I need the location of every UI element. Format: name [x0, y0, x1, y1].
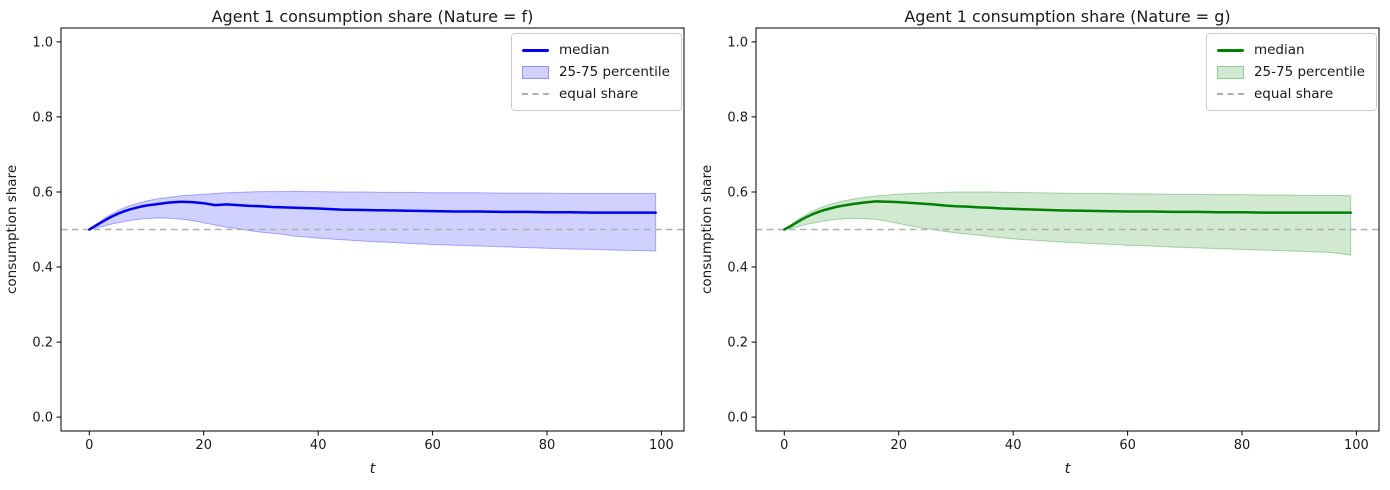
axes-frame [60, 27, 685, 432]
axes [60, 27, 685, 432]
legend: median 25-75 percentile equal share [1205, 33, 1377, 111]
x-tick-label: 60 [1119, 438, 1136, 453]
y-tick-label: 0.8 [32, 110, 53, 125]
y-tick-label: 0.6 [727, 186, 748, 201]
x-tick-label: 80 [539, 438, 556, 453]
percentile-band [784, 191, 1352, 256]
legend: median 25-75 percentile equal share [510, 33, 682, 111]
axes-frame [755, 27, 1380, 432]
legend-label-equal-share: equal share [558, 86, 639, 102]
y-tick-label: 0.4 [32, 261, 53, 276]
legend-label-median: median [558, 42, 610, 58]
x-tick-label: 100 [1344, 438, 1369, 453]
chart-title: Agent 1 consumption share (Nature = f) [211, 7, 534, 26]
legend-label-equal-share: equal share [1253, 86, 1334, 102]
x-tick-label: 100 [649, 438, 674, 453]
equal-share-line-swatch [521, 93, 549, 95]
legend-item-equal-share: equal share [1216, 86, 1365, 102]
chart-nature-f: Agent 1 consumption share (Nature = f) c… [4, 7, 685, 477]
y-tick-label: 0.0 [32, 411, 53, 426]
x-ticks: 0 20 40 60 80 100 [85, 431, 674, 453]
y-ticks: 0.0 0.2 0.4 0.6 0.8 1.0 [727, 35, 756, 426]
x-tick-label: 20 [195, 438, 212, 453]
x-axis-label: t [1064, 461, 1071, 477]
median-line [88, 200, 657, 231]
percentile-band [88, 190, 657, 252]
y-tick-label: 1.0 [727, 35, 748, 50]
plot-area: 0 20 40 60 80 100 0.0 0.2 0.4 0.6 0.8 1.0 [32, 27, 685, 453]
x-tick-label: 20 [890, 438, 907, 453]
y-tick-label: 0.2 [32, 336, 53, 351]
y-tick-label: 0.0 [727, 411, 748, 426]
legend-label-percentile: 25-75 percentile [1253, 64, 1365, 80]
x-axis-label: t [369, 461, 376, 477]
y-ticks: 0.0 0.2 0.4 0.6 0.8 1.0 [32, 35, 61, 426]
legend-item-median: median [1216, 42, 1365, 58]
axes [755, 27, 1380, 432]
legend-item-equal-share: equal share [521, 86, 670, 102]
x-tick-label: 0 [85, 438, 93, 453]
x-tick-label: 40 [1005, 438, 1022, 453]
percentile-band-swatch [521, 65, 549, 79]
chart-nature-g: Agent 1 consumption share (Nature = g) c… [695, 0, 1390, 490]
legend-item-percentile: 25-75 percentile [521, 64, 670, 80]
x-tick-label: 60 [424, 438, 441, 453]
legend-item-median: median [521, 42, 670, 58]
percentile-band-swatch [1216, 65, 1244, 79]
y-tick-label: 0.6 [32, 186, 53, 201]
x-tick-label: 40 [310, 438, 327, 453]
legend-label-median: median [1253, 42, 1305, 58]
x-tick-label: 80 [1234, 438, 1251, 453]
x-ticks: 0 20 40 60 80 100 [780, 431, 1369, 453]
equal-share-line-swatch [1216, 93, 1244, 95]
y-tick-label: 1.0 [32, 35, 53, 50]
plot-area: 0 20 40 60 80 100 0.0 0.2 0.4 0.6 0.8 1.0 [727, 27, 1380, 453]
legend-label-percentile: 25-75 percentile [558, 64, 670, 80]
median-line [783, 200, 1352, 231]
y-tick-label: 0.4 [727, 261, 748, 276]
y-tick-label: 0.8 [727, 110, 748, 125]
median-line-swatch [521, 48, 549, 52]
legend-item-percentile: 25-75 percentile [1216, 64, 1365, 80]
median-line-swatch [1216, 48, 1244, 52]
x-tick-label: 0 [780, 438, 788, 453]
y-tick-label: 0.2 [727, 336, 748, 351]
chart-title: Agent 1 consumption share (Nature = g) [904, 7, 1231, 26]
